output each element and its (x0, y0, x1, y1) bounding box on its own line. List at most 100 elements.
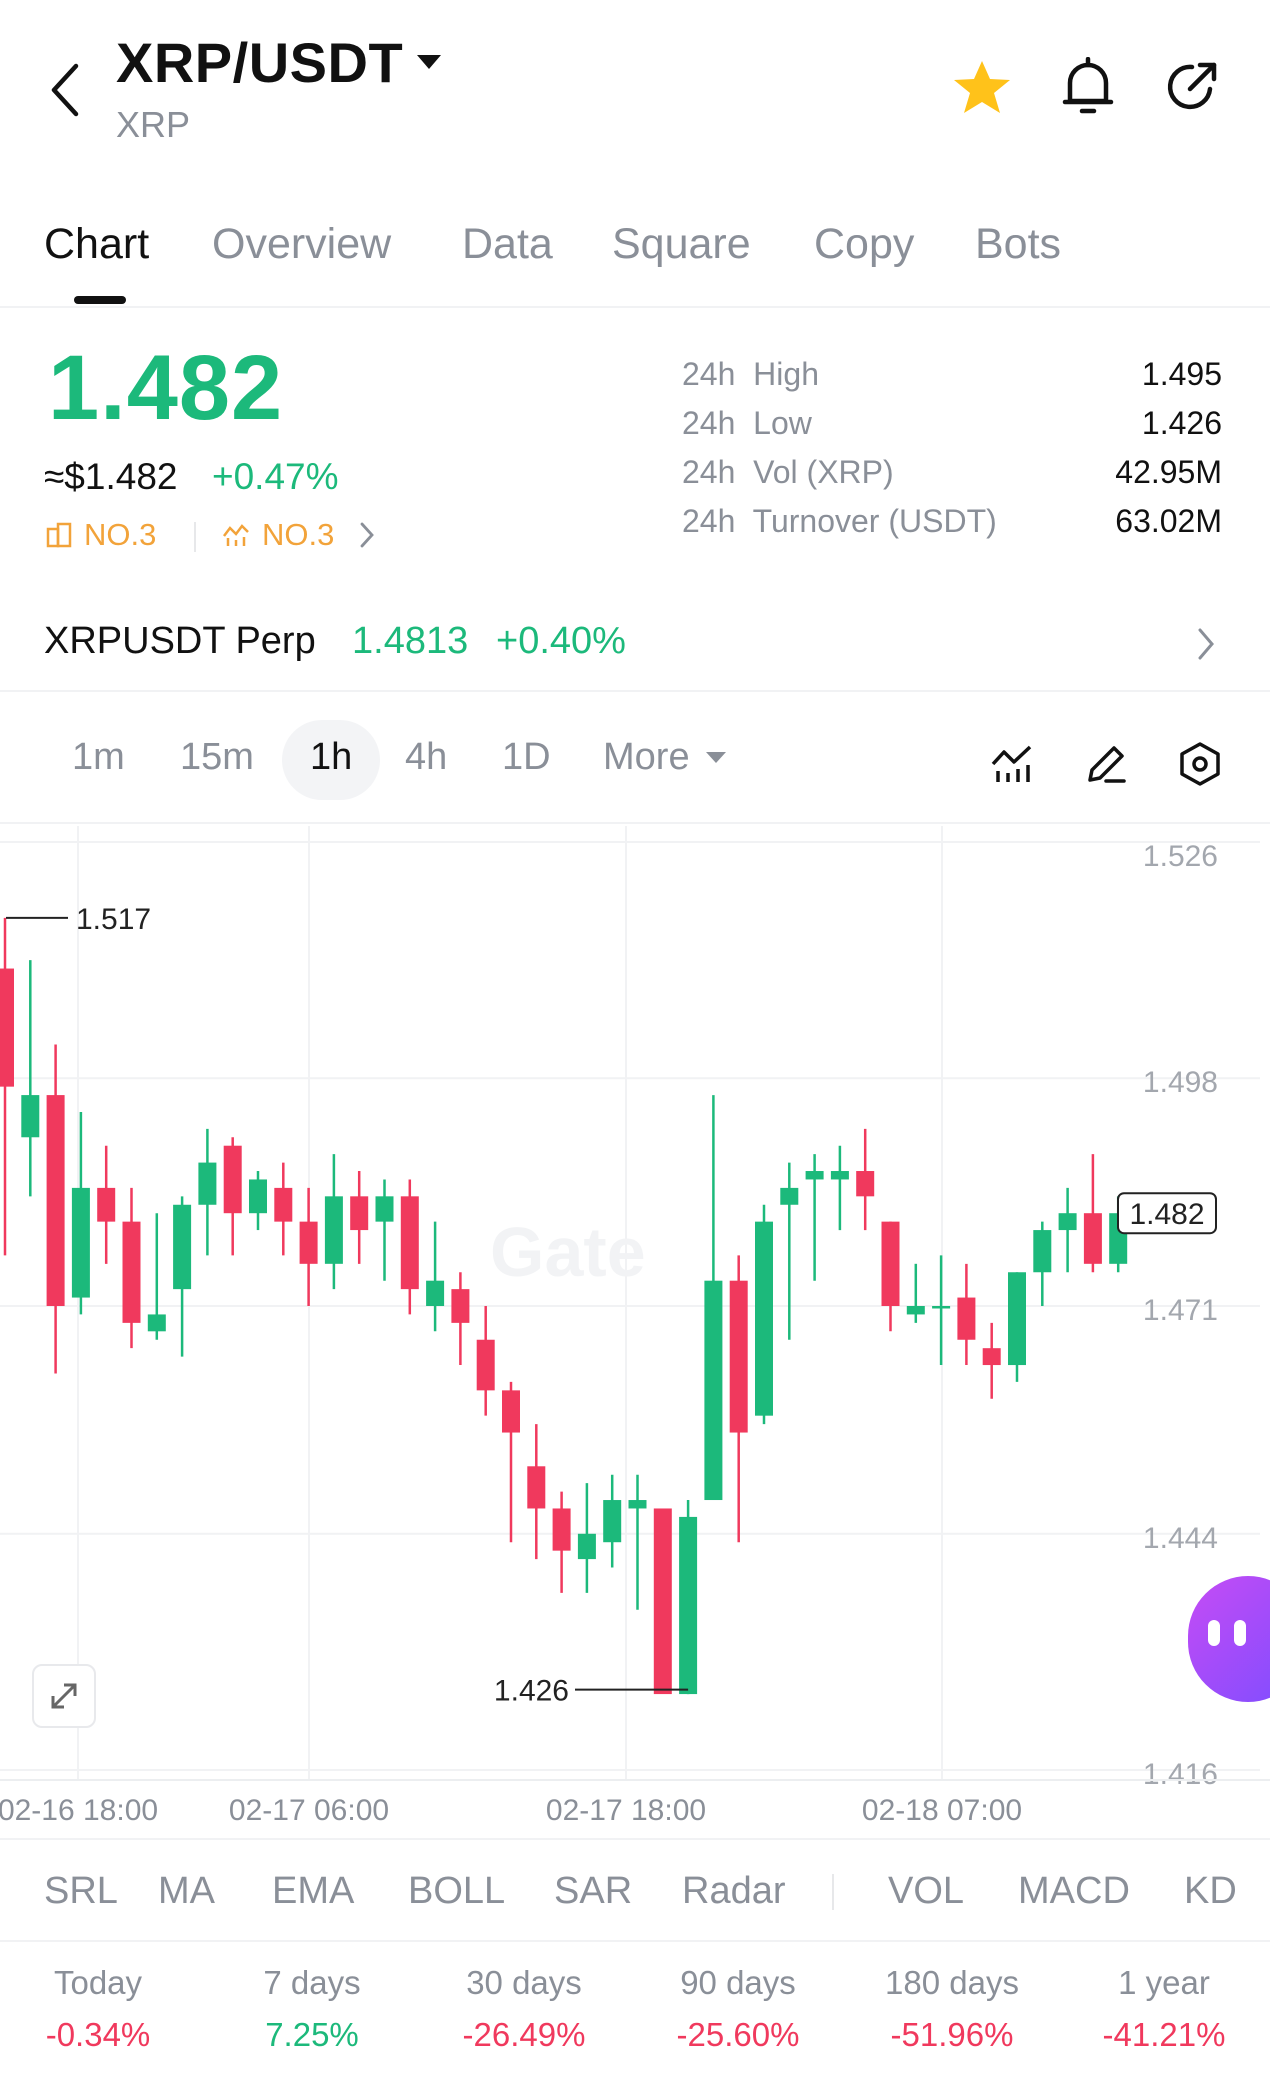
bell-icon[interactable] (1056, 55, 1120, 119)
x-axis-label: 02-18 07:00 (862, 1794, 1022, 1827)
caret-down-icon (705, 751, 726, 763)
expand-icon (51, 1683, 77, 1709)
candle (0, 917, 14, 1256)
perf-7-days: 7 days 7.25% (206, 1964, 418, 2054)
interval-1d[interactable]: 1D (502, 736, 551, 778)
tab-data[interactable]: Data (462, 220, 553, 268)
candle-body (982, 1348, 1001, 1366)
candle (628, 1474, 647, 1610)
divider (194, 522, 196, 552)
candle (856, 1128, 875, 1231)
interval-1m[interactable]: 1m (72, 736, 125, 778)
tab-chart[interactable]: Chart (44, 220, 150, 268)
assistant-face-icon (1208, 1620, 1246, 1646)
usd-price: ≈$1.482 (44, 456, 178, 497)
candle-body (426, 1280, 445, 1306)
settings-hexagon-icon[interactable] (1172, 736, 1228, 792)
tab-copy[interactable]: Copy (814, 220, 915, 268)
x-axis-label: 02-17 18:00 (546, 1794, 706, 1827)
indicator-vol[interactable]: VOL (888, 1870, 965, 1912)
candle-body (223, 1145, 242, 1214)
chart-canvas: 1.526 1.498 1.471 1.444 1.416 02-16 18:00 02-1… (0, 826, 1270, 1827)
candle-body (830, 1171, 849, 1180)
interval-1h[interactable]: 1h (310, 736, 353, 778)
indicator-ema[interactable]: EMA (272, 1870, 355, 1912)
interval-4h[interactable]: 4h (405, 736, 448, 778)
candle (906, 1263, 925, 1323)
candle (957, 1263, 976, 1366)
tab-bots[interactable]: Bots (975, 220, 1062, 268)
perp-link-row[interactable]: XRPUSDT Perp 1.4813 +0.40% (0, 600, 1270, 692)
perf-value: -26.49% (462, 2016, 586, 2053)
indicator-boll[interactable]: BOLL (408, 1870, 506, 1912)
pair-selector[interactable]: XRP/USDT (116, 30, 442, 95)
perf-label: 30 days (466, 1964, 582, 2001)
last-price-label: 1.482 (1129, 1198, 1204, 1231)
share-icon[interactable] (1160, 55, 1224, 119)
candle-body (805, 1171, 824, 1180)
indicator-ma[interactable]: MA (158, 1870, 215, 1912)
tab-overview[interactable]: Overview (212, 220, 392, 268)
stat-value: 1.426 (1141, 405, 1222, 441)
indicator-radar[interactable]: Radar (682, 1870, 786, 1912)
stat-value: 42.95M (1115, 454, 1222, 490)
candle (249, 1171, 267, 1231)
candle-body (906, 1306, 925, 1315)
candle (805, 1154, 824, 1281)
divider (832, 1874, 834, 1910)
stat-24h-high: 24h High 1.495 (682, 356, 1222, 400)
perf-180-days: 180 days -51.96% (846, 1964, 1058, 2054)
candle (603, 1474, 622, 1568)
y-axis-label: 1.471 (1143, 1294, 1218, 1327)
perf-value: -0.34% (45, 2016, 151, 2053)
candle-body (1083, 1213, 1102, 1264)
indicator-kd[interactable]: KD (1184, 1870, 1237, 1912)
candle (932, 1255, 951, 1366)
candle-body (46, 1095, 65, 1306)
trend-rank[interactable]: NO.3 (222, 517, 376, 553)
indicator-bar: SRL MA EMA BOLL SAR Radar VOL MACD KD (0, 1838, 1270, 1942)
back-arrow-icon[interactable] (40, 55, 90, 125)
candle (122, 1187, 141, 1349)
draw-pencil-icon[interactable] (1078, 736, 1134, 792)
candle-body (375, 1196, 394, 1222)
more-intervals-dropdown[interactable]: More (603, 736, 726, 779)
stat-value: 1.495 (1141, 356, 1222, 392)
perp-price: 1.4813 (352, 620, 469, 662)
candle-body (173, 1204, 192, 1290)
interval-15m[interactable]: 15m (180, 736, 254, 778)
market-cap-rank[interactable]: NO.3 (46, 517, 156, 553)
indicator-icon[interactable] (984, 736, 1040, 792)
perf-90-days: 90 days -25.60% (632, 1964, 844, 2054)
indicator-sar[interactable]: SAR (554, 1870, 633, 1912)
stat-value: 63.02M (1115, 503, 1222, 539)
candlestick-chart[interactable]: 1.526 1.498 1.471 1.444 1.416 02-16 18:00 02-1… (0, 826, 1270, 1836)
candle (223, 1137, 242, 1256)
perp-name: XRPUSDT Perp (44, 620, 316, 662)
tab-square[interactable]: Square (612, 220, 751, 268)
star-icon[interactable] (950, 55, 1014, 119)
x-axis-label: 02-17 06:00 (229, 1794, 389, 1827)
stat-24h-volume: 24h Vol (XRP) 42.95M (682, 454, 1222, 498)
stat-label: 24h Turnover (USDT) (682, 503, 997, 539)
candle (400, 1179, 419, 1315)
candle (1008, 1272, 1026, 1382)
candle-body (324, 1196, 343, 1264)
candle-body (0, 968, 14, 1087)
fullscreen-button[interactable] (32, 1664, 96, 1728)
candle (451, 1272, 470, 1366)
candle (274, 1162, 293, 1256)
perf-value: -25.60% (676, 2016, 800, 2053)
perf-value: -51.96% (890, 2016, 1014, 2053)
candle-body (527, 1466, 546, 1509)
candle-body (932, 1306, 951, 1309)
max-price-label: 1.517 (76, 903, 151, 936)
indicator-srl[interactable]: SRL (44, 1870, 118, 1912)
candle-body (249, 1179, 267, 1214)
perf-today: Today -0.34% (0, 1964, 204, 2054)
indicator-macd[interactable]: MACD (1018, 1870, 1130, 1912)
candle-body (628, 1500, 647, 1509)
candle-body (1058, 1213, 1077, 1231)
candle (97, 1145, 116, 1264)
assistant-bubble[interactable] (1188, 1576, 1270, 1702)
